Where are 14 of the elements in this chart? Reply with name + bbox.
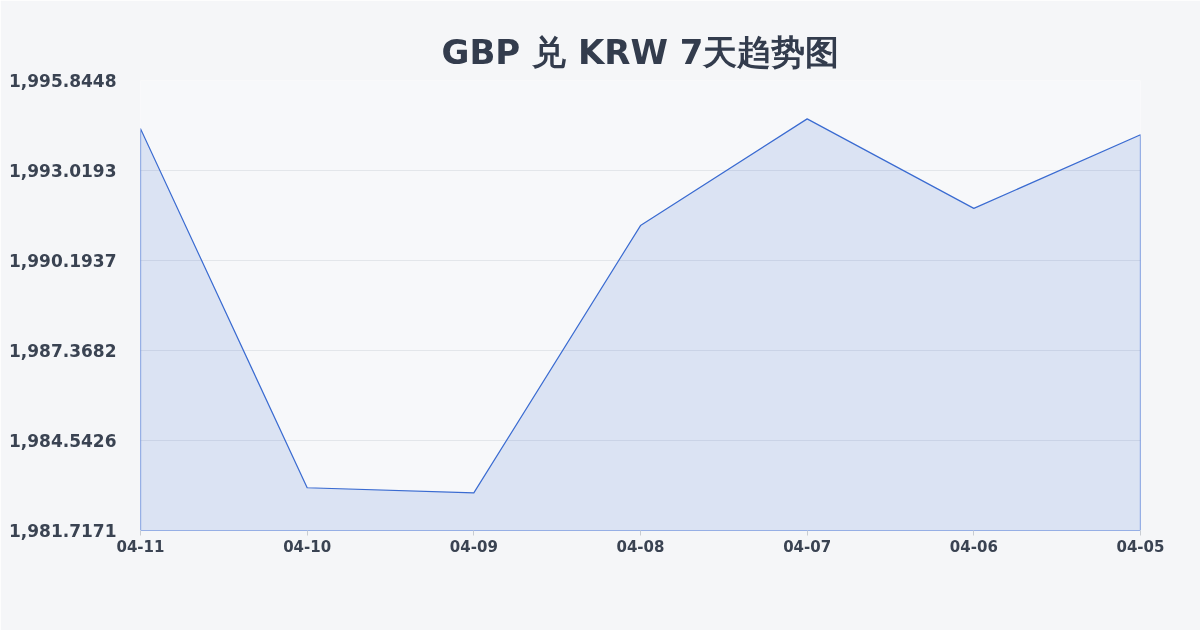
x-tick-label: 04-07: [783, 537, 832, 556]
y-tick-label: 1,984.5426: [8, 431, 117, 451]
x-tick-label: 04-05: [1116, 537, 1165, 556]
chart-title: GBP 兑 KRW 7天趋势图: [441, 31, 840, 72]
x-tick-label: 04-10: [283, 537, 332, 556]
x-tick-label: 04-06: [949, 537, 998, 556]
y-tick-label: 1,993.0193: [8, 161, 117, 181]
y-tick-label: 1,995.8448: [8, 71, 117, 91]
y-tick-label: 1,981.7171: [8, 521, 117, 541]
x-tick-label: 04-08: [616, 537, 665, 556]
x-tick-label: 04-11: [116, 537, 165, 556]
y-tick-label: 1,990.1937: [8, 251, 117, 271]
y-tick-label: 1,987.3682: [8, 341, 117, 361]
x-tick-label: 04-09: [449, 537, 498, 556]
